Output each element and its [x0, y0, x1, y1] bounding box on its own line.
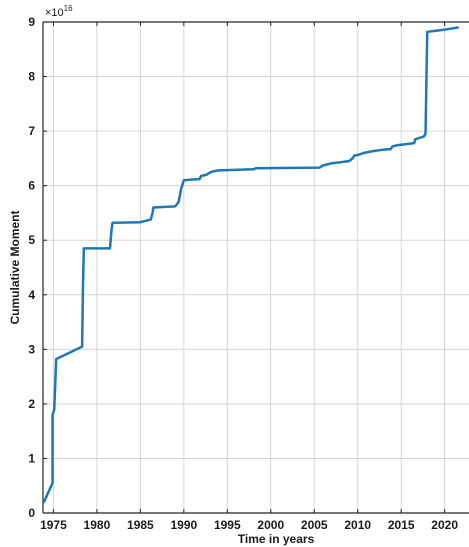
- axes-layer: [42, 21, 469, 514]
- y-tick-label: 8: [28, 70, 35, 84]
- x-axis-label: Time in years: [238, 532, 315, 546]
- x-tick-label: 1980: [84, 518, 111, 532]
- y-exponent-base: ×10: [45, 7, 64, 19]
- x-tick-label: 1985: [127, 518, 154, 532]
- x-tick-label: 1995: [214, 518, 241, 532]
- x-tick-label: 2020: [431, 518, 458, 532]
- y-tick-label: 0: [28, 506, 35, 520]
- x-tick-label: 2010: [344, 518, 371, 532]
- y-tick-label: 5: [28, 233, 35, 247]
- y-exponent-power: 16: [64, 4, 73, 13]
- x-tick-label: 2000: [257, 518, 284, 532]
- x-tick-label: 1975: [40, 518, 67, 532]
- series-line-0: [42, 26, 459, 504]
- grid-layer: [43, 21, 469, 514]
- x-tick-label: 2005: [301, 518, 328, 532]
- y-tick-label: 7: [28, 124, 35, 138]
- x-tick-label: 2015: [388, 518, 415, 532]
- y-tick-label: 9: [28, 15, 35, 29]
- series-layer: [42, 26, 459, 504]
- y-tick-label: 1: [28, 451, 35, 465]
- labels-layer: 1975 1980 1985 1990 1995 2000 2005 2010 2015 2020…: [8, 4, 458, 546]
- y-axis-label: Cumulative Moment: [8, 210, 22, 324]
- y-tick-label: 6: [28, 179, 35, 193]
- y-tick-label: 3: [28, 342, 35, 356]
- y-tick-label: 4: [28, 288, 35, 302]
- y-exponent-label: ×1016: [45, 4, 73, 19]
- y-tick-label: 2: [28, 397, 35, 411]
- x-tick-label: 1990: [170, 518, 197, 532]
